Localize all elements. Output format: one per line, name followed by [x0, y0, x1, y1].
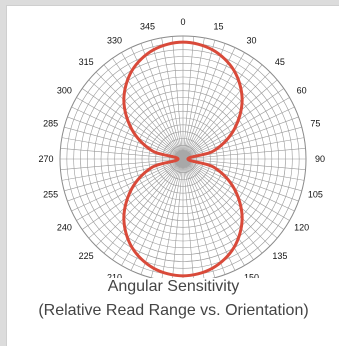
grid-spoke — [182, 158, 271, 247]
angle-tick-label: 30 — [246, 35, 256, 45]
grid-spoke — [182, 64, 263, 160]
grid-spoke — [71, 106, 184, 160]
angle-tick-label: 150 — [244, 273, 259, 278]
grid-spoke — [182, 158, 216, 278]
grid-spoke — [130, 47, 184, 160]
grid-spoke — [67, 158, 184, 202]
grid-spoke — [182, 58, 254, 160]
grid-spoke — [171, 36, 184, 160]
angle-tick-label: 270 — [38, 154, 53, 164]
grid-spoke — [182, 158, 226, 275]
angle-tick-label: 285 — [43, 119, 58, 129]
angle-tick-label: 90 — [315, 154, 325, 164]
grid-spoke — [182, 106, 295, 160]
grid-spoke — [182, 158, 194, 278]
angle-tick-label: 105 — [308, 189, 323, 199]
grid-hub — [174, 150, 192, 168]
grid-spoke — [182, 79, 278, 160]
grid-spoke — [88, 158, 184, 239]
grid-spoke — [182, 43, 226, 160]
angle-tick-label: 255 — [43, 189, 58, 199]
grid-spoke — [82, 158, 184, 230]
grid-spoke — [182, 158, 205, 278]
angle-tick-label: 330 — [107, 35, 122, 45]
grid-spoke — [182, 158, 306, 171]
grid-spoke — [71, 158, 184, 212]
grid-spoke — [161, 37, 184, 160]
grid-spoke — [182, 40, 216, 160]
grid-spoke — [140, 158, 184, 275]
grid-spoke — [182, 37, 205, 160]
grid-spoke — [182, 88, 284, 160]
grid-spoke — [182, 158, 254, 260]
grid-spoke — [103, 64, 184, 160]
grid-spoke — [88, 79, 184, 160]
grid-spoke — [95, 158, 184, 247]
grid-spoke — [182, 158, 284, 230]
chart-title: Angular Sensitivity — [107, 278, 240, 295]
grid-spoke — [182, 36, 195, 160]
grid-spoke — [140, 43, 184, 160]
grid-spoke — [112, 158, 184, 260]
chart-subtitle: (Relative Read Range vs. Orientation) — [38, 302, 309, 319]
grid-spoke — [130, 158, 184, 271]
grid-spoke — [60, 147, 184, 160]
grid-spoke — [172, 158, 184, 278]
grid-spoke — [82, 88, 184, 160]
angle-tick-label: 15 — [213, 22, 223, 32]
grid-spoke — [182, 158, 278, 239]
grid-spoke — [182, 71, 271, 160]
angle-tick-label: 210 — [107, 273, 122, 278]
grid-spoke — [112, 58, 184, 160]
angle-tick-label: 225 — [79, 251, 94, 261]
angle-tick-label: 0 — [180, 17, 185, 27]
grid-spoke — [60, 158, 184, 171]
polar-chart: 0153045607590105120135150165180195210225… — [38, 17, 325, 278]
grid-spoke — [182, 158, 263, 254]
angle-tick-label: 345 — [140, 22, 155, 32]
grid-spoke — [103, 158, 184, 254]
angle-tick-label: 135 — [272, 251, 287, 261]
grid-spoke — [182, 47, 236, 160]
angle-tick-label: 300 — [57, 86, 72, 96]
angle-tick-label: 315 — [79, 57, 94, 67]
chart-panel: 0153045607590105120135150165180195210225… — [6, 5, 339, 346]
grid-spoke — [182, 116, 299, 160]
grid-spoke — [67, 116, 184, 160]
angle-tick-label: 45 — [275, 57, 285, 67]
angle-tick-label: 240 — [57, 223, 72, 233]
angle-tick-label: 60 — [297, 86, 307, 96]
grid-spoke — [150, 40, 184, 160]
grid-spoke — [95, 71, 184, 160]
grid-spoke — [182, 158, 295, 212]
angle-tick-label: 120 — [294, 223, 309, 233]
grid-spoke — [182, 158, 236, 271]
grid-spoke — [161, 158, 184, 278]
angle-tick-label: 75 — [310, 119, 320, 129]
grid-spoke — [182, 147, 306, 160]
sensitivity-series-line — [122, 40, 244, 278]
grid-spoke — [150, 158, 184, 278]
grid-spoke — [182, 158, 299, 202]
